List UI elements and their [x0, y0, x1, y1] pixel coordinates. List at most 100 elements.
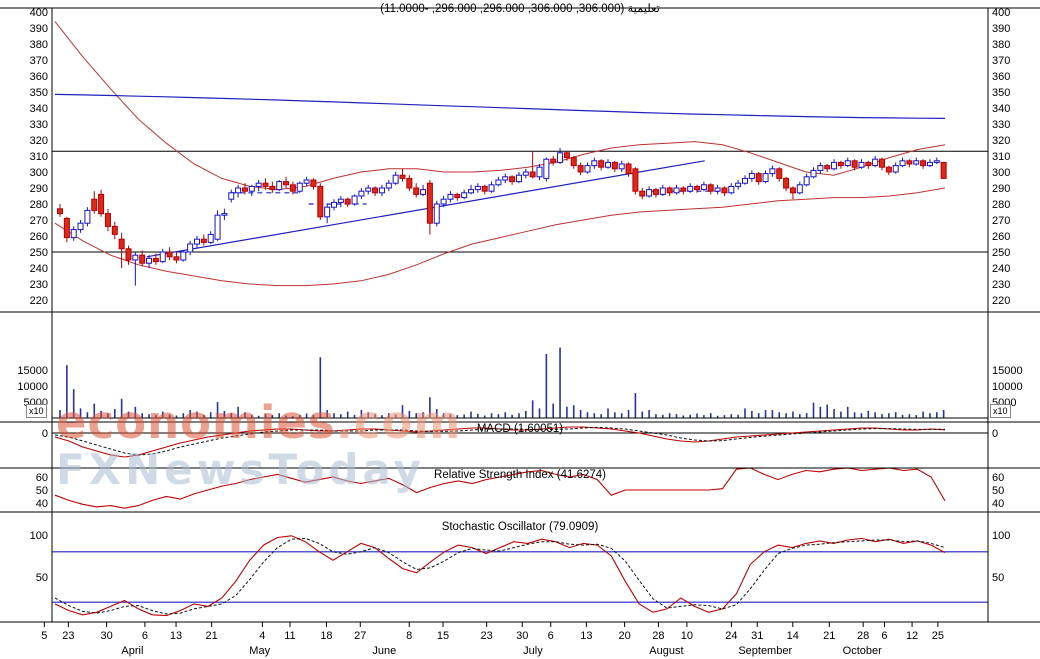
svg-text:250: 250: [30, 247, 48, 259]
svg-text:10000: 10000: [17, 381, 48, 393]
svg-text:15000: 15000: [17, 365, 48, 377]
svg-text:50: 50: [992, 485, 1004, 497]
svg-text:15000: 15000: [992, 365, 1023, 377]
svg-text:50: 50: [36, 485, 48, 497]
svg-text:340: 340: [30, 103, 48, 115]
svg-text:60: 60: [36, 472, 48, 484]
svg-text:5: 5: [41, 630, 47, 642]
svg-text:300: 300: [30, 167, 48, 179]
svg-text:360: 360: [30, 71, 48, 83]
svg-text:0: 0: [992, 428, 998, 440]
svg-text:21: 21: [206, 630, 218, 642]
svg-text:8: 8: [406, 630, 412, 642]
svg-text:290: 290: [30, 183, 48, 195]
svg-text:21: 21: [823, 630, 835, 642]
svg-text:390: 390: [992, 23, 1010, 35]
svg-text:240: 240: [30, 263, 48, 275]
svg-text:October: October: [843, 645, 882, 657]
svg-text:27: 27: [354, 630, 366, 642]
svg-text:270: 270: [992, 215, 1010, 227]
svg-text:330: 330: [30, 119, 48, 131]
svg-text:11: 11: [284, 630, 295, 642]
svg-text:40: 40: [992, 498, 1004, 510]
svg-text:310: 310: [992, 151, 1010, 163]
svg-text:330: 330: [992, 119, 1010, 131]
svg-text:30: 30: [516, 630, 528, 642]
svg-text:400: 400: [30, 7, 48, 19]
svg-text:370: 370: [992, 55, 1010, 67]
chart-title: تعليمية (306.000, 306.000, 296.000, 296.…: [380, 3, 660, 15]
svg-text:320: 320: [30, 135, 48, 147]
stochastic-lines: [52, 535, 988, 617]
svg-text:September: September: [738, 645, 792, 657]
svg-text:July: July: [523, 645, 543, 657]
svg-text:320: 320: [992, 135, 1010, 147]
svg-text:290: 290: [992, 183, 1010, 195]
svg-text:May: May: [249, 645, 270, 657]
svg-text:10000: 10000: [992, 381, 1023, 393]
svg-text:300: 300: [992, 167, 1010, 179]
svg-text:100: 100: [30, 530, 48, 542]
svg-text:April: April: [121, 645, 143, 657]
svg-text:240: 240: [992, 263, 1010, 275]
svg-text:380: 380: [992, 39, 1010, 51]
volume-bars: [52, 347, 988, 419]
price-overlays: [54, 21, 946, 287]
svg-text:6: 6: [548, 630, 554, 642]
svg-text:28: 28: [652, 630, 664, 642]
svg-text:220: 220: [30, 295, 48, 307]
svg-text:12: 12: [906, 630, 918, 642]
svg-text:350: 350: [992, 87, 1010, 99]
svg-text:400: 400: [992, 7, 1010, 19]
macd-lines: [52, 426, 988, 458]
svg-text:13: 13: [170, 630, 182, 642]
svg-text:August: August: [649, 645, 683, 657]
svg-text:6: 6: [142, 630, 148, 642]
svg-text:6: 6: [881, 630, 887, 642]
svg-text:10: 10: [681, 630, 693, 642]
svg-text:20: 20: [618, 630, 630, 642]
volume-multiplier-left: x10: [26, 404, 47, 418]
svg-text:350: 350: [30, 87, 48, 99]
svg-text:220: 220: [992, 295, 1010, 307]
svg-text:280: 280: [992, 199, 1010, 211]
volume-multiplier-right: x10: [990, 404, 1011, 418]
date-axis: 5 23 30 6 13 21 4 11 18 27 8 15 23 30 6 13 20 28 10 24 31 14 2…: [41, 622, 944, 657]
svg-text:14: 14: [787, 630, 799, 642]
svg-text:13: 13: [580, 630, 592, 642]
svg-text:4: 4: [259, 630, 265, 642]
svg-text:340: 340: [992, 103, 1010, 115]
svg-text:310: 310: [30, 151, 48, 163]
svg-text:270: 270: [30, 215, 48, 227]
svg-text:250: 250: [992, 247, 1010, 259]
svg-text:380: 380: [30, 39, 48, 51]
svg-text:15: 15: [437, 630, 449, 642]
svg-text:June: June: [372, 645, 396, 657]
svg-text:60: 60: [992, 472, 1004, 484]
svg-text:260: 260: [992, 231, 1010, 243]
panel-borders: [0, 7, 1040, 623]
svg-text:260: 260: [30, 231, 48, 243]
svg-text:230: 230: [30, 279, 48, 291]
svg-text:40: 40: [36, 498, 48, 510]
svg-text:28: 28: [857, 630, 869, 642]
svg-text:31: 31: [751, 630, 763, 642]
svg-text:100: 100: [992, 530, 1010, 542]
svg-text:230: 230: [992, 279, 1010, 291]
svg-text:25: 25: [932, 630, 944, 642]
svg-text:50: 50: [36, 572, 48, 584]
svg-text:390: 390: [30, 23, 48, 35]
svg-text:18: 18: [320, 630, 332, 642]
svg-text:280: 280: [30, 199, 48, 211]
rsi-line: [54, 467, 946, 509]
candles: [57, 148, 947, 286]
svg-text:0: 0: [42, 428, 48, 440]
svg-text:23: 23: [62, 630, 74, 642]
svg-text:50: 50: [992, 572, 1004, 584]
svg-text:370: 370: [30, 55, 48, 67]
svg-text:24: 24: [725, 630, 737, 642]
price-level-lines: [52, 150, 988, 253]
svg-text:23: 23: [481, 630, 493, 642]
